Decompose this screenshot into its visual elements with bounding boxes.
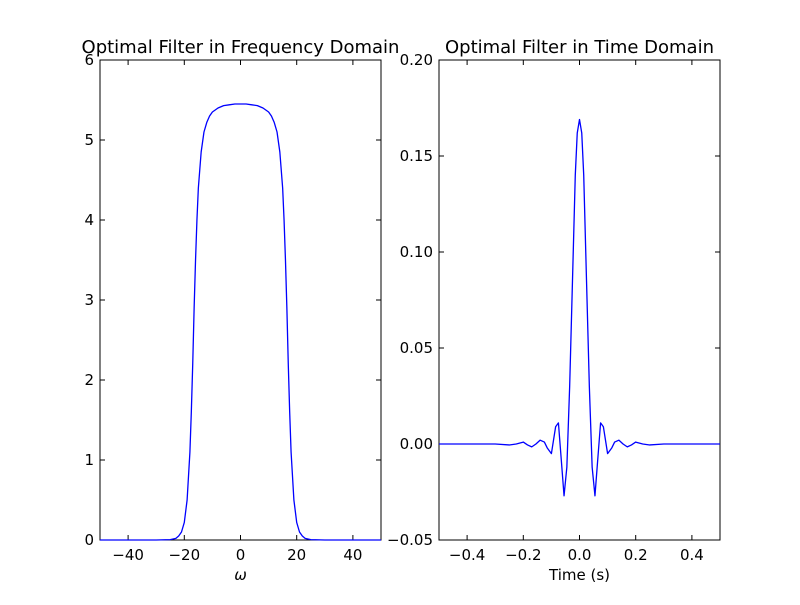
frequency-y-tick-label: 2 bbox=[84, 371, 94, 389]
frequency-y-tick-label: 5 bbox=[84, 131, 94, 149]
frequency-axes-lines bbox=[100, 103, 381, 541]
time-y-tick-label: −0.05 bbox=[387, 531, 433, 549]
time-x-axis-label: Time (s) bbox=[548, 566, 610, 584]
frequency-x-tick-label: 40 bbox=[343, 546, 362, 564]
time-x-tick-label: 0.2 bbox=[624, 546, 648, 564]
time-x-tick-label: −0.2 bbox=[505, 546, 541, 564]
frequency-x-tick-label: −40 bbox=[112, 546, 144, 564]
frequency-y-tick-label: 0 bbox=[84, 531, 94, 549]
time-chart-title: Optimal Filter in Time Domain bbox=[445, 37, 714, 58]
frequency-x-tick-label: −20 bbox=[168, 546, 200, 564]
time-axes-ticks: −0.4 −0.2 0.0 0.2 0.4 −0.05 0.00 0.05 0.10 0.15 0.… bbox=[387, 51, 720, 564]
frequency-x-tick-label: 20 bbox=[287, 546, 306, 564]
time-y-tick-label: 0.15 bbox=[400, 147, 433, 165]
frequency-filter-line bbox=[100, 103, 381, 541]
time-x-tick-label: −0.4 bbox=[449, 546, 485, 564]
time-y-tick-label: 0.20 bbox=[400, 51, 433, 69]
time-y-tick-label: 0.10 bbox=[400, 243, 433, 261]
time-y-tick-label: 0.05 bbox=[400, 339, 433, 357]
time-axes-frame bbox=[438, 59, 721, 541]
frequency-y-tick-label: 1 bbox=[84, 451, 94, 469]
time-x-tick-label: 0.4 bbox=[680, 546, 704, 564]
frequency-y-tick-label: 4 bbox=[84, 211, 94, 229]
frequency-axes-ticks: −40 −20 0 20 40 0 1 2 3 4 5 6 bbox=[84, 51, 381, 564]
time-y-tick-label: 0.00 bbox=[400, 435, 433, 453]
frequency-domain-axes: −40 −20 0 20 40 0 1 2 3 4 5 6 Optimal Filter in Fre… bbox=[82, 37, 400, 584]
frequency-y-tick-label: 6 bbox=[84, 51, 94, 69]
frequency-x-axis-label: ω bbox=[234, 566, 247, 584]
frequency-axes-frame bbox=[99, 59, 382, 541]
time-axes-lines bbox=[439, 118, 720, 497]
time-x-tick-label: 0.0 bbox=[568, 546, 592, 564]
time-domain-axes: −0.4 −0.2 0.0 0.2 0.4 −0.05 0.00 0.05 0.10 0.15 0.… bbox=[387, 37, 721, 584]
frequency-x-tick-label: 0 bbox=[236, 546, 246, 564]
frequency-y-tick-label: 3 bbox=[84, 291, 94, 309]
frequency-chart-title: Optimal Filter in Frequency Domain bbox=[82, 37, 400, 58]
time-filter-line bbox=[439, 118, 720, 497]
